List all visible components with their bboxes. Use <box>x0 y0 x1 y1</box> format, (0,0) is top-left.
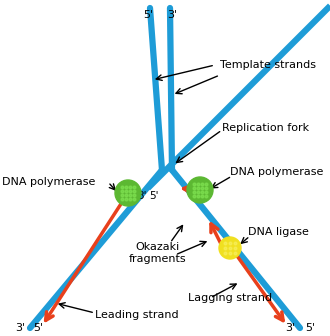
Text: Template strands: Template strands <box>220 60 316 70</box>
Circle shape <box>187 177 213 203</box>
Text: DNA polymerase: DNA polymerase <box>230 167 323 177</box>
Text: Okazaki
fragments: Okazaki fragments <box>129 242 187 264</box>
Text: 5': 5' <box>143 10 153 20</box>
Text: 5': 5' <box>149 191 159 201</box>
Text: 3': 3' <box>285 323 295 333</box>
Circle shape <box>115 180 141 206</box>
Text: 3': 3' <box>167 10 177 20</box>
Text: Replication fork: Replication fork <box>222 123 309 133</box>
Text: 3': 3' <box>15 323 25 333</box>
Text: 5': 5' <box>305 323 315 333</box>
Text: Lagging strand: Lagging strand <box>188 293 272 303</box>
Text: 5': 5' <box>33 323 43 333</box>
Text: 3': 3' <box>137 191 147 201</box>
Text: DNA ligase: DNA ligase <box>248 227 309 237</box>
Text: Leading strand: Leading strand <box>95 310 179 320</box>
Text: DNA polymerase: DNA polymerase <box>2 177 95 187</box>
Circle shape <box>219 237 241 259</box>
